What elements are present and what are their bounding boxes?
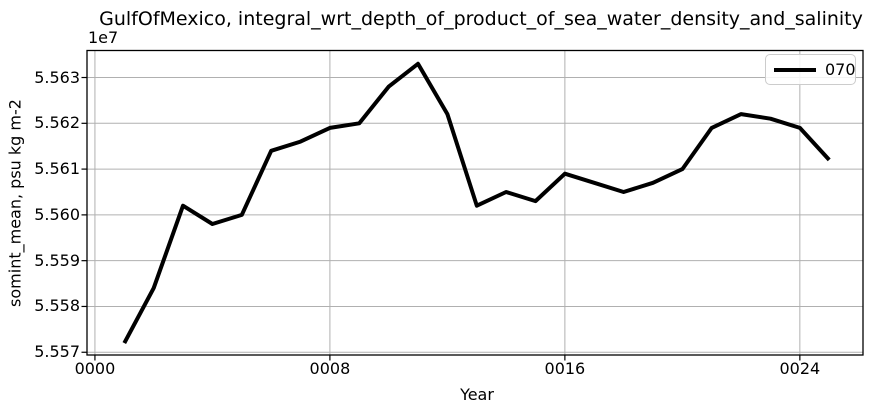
chart-title: GulfOfMexico, integral_wrt_depth_of_prod… <box>99 8 863 30</box>
series-line-070 <box>122 61 831 345</box>
x-tick-label: 0016 <box>544 359 586 378</box>
plot-spines <box>86 49 864 356</box>
y-tick-label: 5.560 <box>34 204 80 224</box>
legend-line-sample <box>774 67 816 72</box>
legend: 070 <box>765 54 856 85</box>
y-tick-label: 5.562 <box>34 113 80 133</box>
y-tick-label: 5.563 <box>34 67 80 87</box>
y-tick-label: 5.557 <box>34 342 80 362</box>
x-axis-label: Year <box>460 385 494 404</box>
legend-series-label: 070 <box>825 60 856 79</box>
y-tick-label: 5.559 <box>34 250 80 270</box>
x-tick-label: 0008 <box>309 359 351 378</box>
y-tick-label: 5.558 <box>34 296 80 316</box>
x-tick-label: 0000 <box>74 359 116 378</box>
x-tick-label: 0024 <box>779 359 821 378</box>
y-axis-offset-text: 1e7 <box>88 28 119 47</box>
y-tick-label: 5.561 <box>34 159 80 179</box>
